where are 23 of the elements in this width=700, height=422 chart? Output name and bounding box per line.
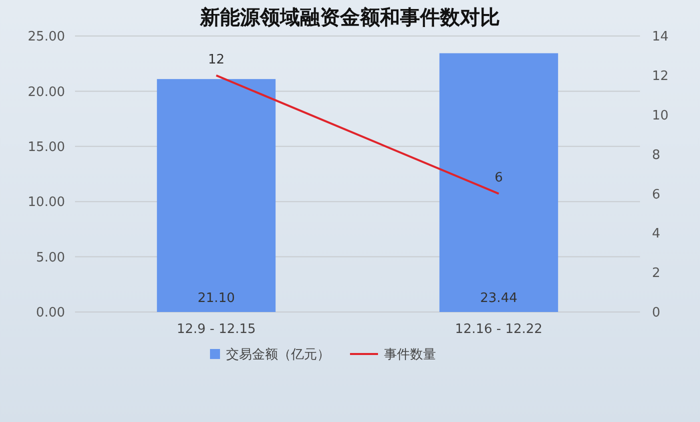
- y2-tick-label: 14: [652, 30, 669, 45]
- chart-title: 新能源领域融资金额和事件数对比: [199, 5, 500, 29]
- y-tick-label: 15.00: [28, 140, 65, 155]
- y2-tick-label: 10: [652, 108, 669, 124]
- y-tick-label: 0.00: [36, 306, 65, 321]
- x-tick-label: 12.9 - 12.15: [176, 322, 256, 337]
- y-tick-label: 25.00: [28, 30, 65, 45]
- y-tick-label: 10.00: [28, 195, 65, 210]
- legend-label: 事件数量: [384, 348, 436, 363]
- y-tick-label: 20.00: [28, 84, 65, 100]
- y2-tick-label: 0: [652, 306, 660, 321]
- data-label: 23.44: [480, 291, 518, 306]
- y2-tick-label: 4: [652, 226, 660, 242]
- data-label: 6: [494, 170, 503, 186]
- y2-tick-label: 12: [652, 68, 669, 84]
- x-tick-label: 12.16 - 12.22: [455, 322, 542, 337]
- y2-tick-label: 8: [652, 148, 660, 163]
- data-label: 21.10: [198, 291, 235, 306]
- y-tick-label: 5.00: [36, 250, 65, 266]
- y2-tick-label: 2: [652, 266, 660, 282]
- legend-label: 交易金额（亿元）: [226, 346, 330, 363]
- data-label: 12: [208, 52, 225, 68]
- y2-tick-label: 6: [652, 187, 660, 202]
